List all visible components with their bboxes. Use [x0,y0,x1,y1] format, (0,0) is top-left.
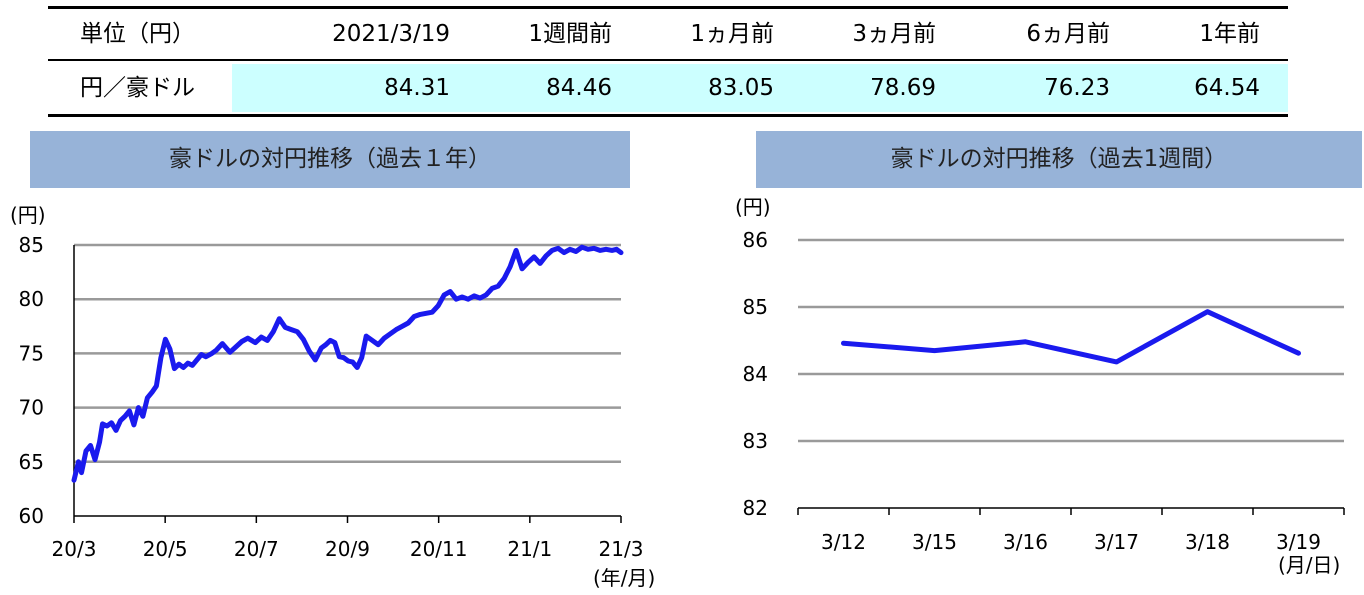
weekly-chart-title: 豪ドルの対円推移（過去1週間） [756,131,1362,188]
yearly-y-unit: (円) [10,203,46,227]
yearly-y-tick-label: 80 [19,287,44,311]
value-3months: 78.69 [870,75,936,101]
yearly-x-tick-label: 20/9 [325,537,370,561]
header-1month: 1ヵ月前 [690,21,774,47]
yearly-x-tick-label: 21/3 [599,537,644,561]
value-current: 84.31 [384,75,450,101]
value-6months: 76.23 [1044,75,1110,101]
weekly-x-unit: (月/日) [1278,553,1340,577]
row-label: 円／豪ドル [80,75,195,101]
header-3months: 3ヵ月前 [852,21,936,47]
yearly-y-tick-label: 60 [19,504,44,528]
value-1year: 64.54 [1194,75,1260,101]
weekly-y-tick-label: 84 [743,362,768,386]
yearly-y-tick-label: 65 [19,450,44,474]
weekly-x-tick-label: 3/19 [1276,530,1321,554]
weekly-y-tick-label: 83 [743,429,768,453]
yearly-series-line [71,244,624,483]
rate-table: 単位（円） 2021/3/19 1週間前 1ヵ月前 3ヵ月前 6ヵ月前 1年前 … [48,6,1288,118]
yearly-chart: 20/3 20/5 20/7 20/9 20/11 21/1 21/3 85 80 75 70 65… [10,203,655,590]
header-unit: 単位（円） [80,21,195,47]
weekly-x-tick-label: 3/17 [1094,530,1139,554]
yearly-y-tick-label: 70 [19,396,44,420]
weekly-y-tick-label: 86 [743,228,768,252]
weekly-x-tick-label: 3/15 [912,530,957,554]
weekly-y-unit: (円) [735,195,771,219]
weekly-series-line [841,309,1301,365]
table-data-row: 円／豪ドル 84.31 84.46 83.05 78.69 76.23 64.5… [48,64,1288,112]
yearly-x-unit: (年/月) [593,566,655,590]
value-1month: 83.05 [708,75,774,101]
value-highlight [232,64,1288,112]
yearly-x-tick-label: 20/5 [143,537,188,561]
yearly-y-tick-label: 75 [19,341,44,365]
value-1week: 84.46 [546,75,612,101]
table-bottom-rule [48,114,1288,117]
header-date: 2021/3/19 [332,21,450,47]
table-top-rule [48,6,1288,9]
weekly-x-tick-label: 3/12 [821,530,866,554]
header-6months: 6ヵ月前 [1026,21,1110,47]
weekly-x-tick-label: 3/18 [1185,530,1230,554]
table-mid-rule [48,59,1288,61]
yearly-x-tick-label: 20/11 [410,537,468,561]
yearly-chart-title: 豪ドルの対円推移（過去１年） [30,131,630,188]
weekly-y-tick-label: 85 [743,295,768,319]
table-header-row: 単位（円） 2021/3/19 1週間前 1ヵ月前 3ヵ月前 6ヵ月前 1年前 [48,10,1288,58]
weekly-y-tick-label: 82 [743,496,768,520]
yearly-x-tick-label: 20/7 [234,537,279,561]
header-1week: 1週間前 [528,21,612,47]
header-1year: 1年前 [1199,21,1260,47]
weekly-x-tick-label: 3/16 [1003,530,1048,554]
yearly-x-tick-label: 21/1 [507,537,552,561]
yearly-y-tick-label: 85 [19,233,44,257]
yearly-x-tick-label: 20/3 [52,537,97,561]
